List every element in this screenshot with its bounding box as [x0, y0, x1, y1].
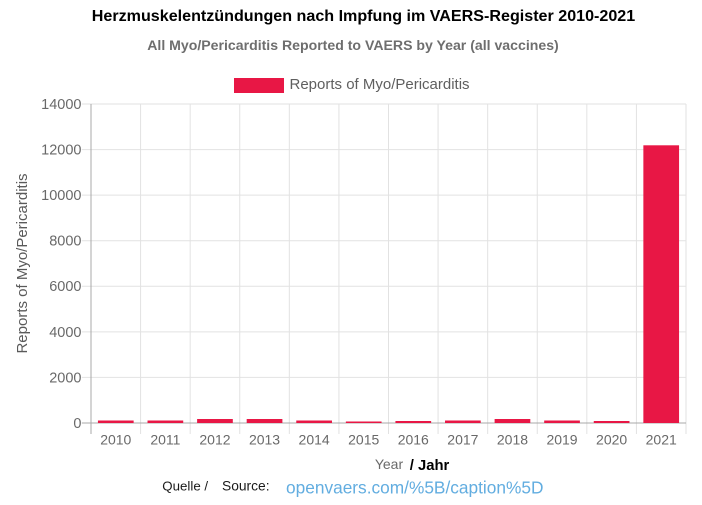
svg-text:Reports of Myo/Pericarditis: Reports of Myo/Pericarditis	[14, 173, 31, 353]
svg-text:2016: 2016	[398, 432, 429, 448]
svg-text:2019: 2019	[546, 432, 577, 448]
svg-text:2012: 2012	[199, 432, 230, 448]
svg-text:2010: 2010	[100, 432, 131, 448]
svg-text:12000: 12000	[41, 143, 81, 159]
svg-text:6000: 6000	[49, 279, 81, 295]
svg-text:Year: Year	[375, 456, 404, 472]
svg-text:Source:: Source:	[222, 479, 270, 494]
svg-text:/ Jahr: / Jahr	[410, 458, 450, 474]
svg-text:14000: 14000	[41, 97, 81, 113]
svg-text:4000: 4000	[49, 325, 81, 341]
svg-text:0: 0	[73, 416, 81, 432]
svg-text:2000: 2000	[49, 370, 81, 386]
svg-text:2013: 2013	[249, 432, 280, 448]
svg-text:openvaers.com/%5B/caption%5D: openvaers.com/%5B/caption%5D	[286, 477, 543, 497]
svg-text:2011: 2011	[150, 432, 180, 448]
svg-text:8000: 8000	[49, 234, 81, 250]
svg-text:2020: 2020	[596, 432, 627, 448]
svg-text:2021: 2021	[646, 432, 677, 448]
svg-text:10000: 10000	[41, 188, 81, 204]
svg-text:2015: 2015	[348, 432, 379, 448]
svg-text:2017: 2017	[447, 432, 478, 448]
svg-text:2018: 2018	[497, 432, 528, 448]
svg-text:Quelle /: Quelle /	[162, 479, 208, 494]
svg-text:2014: 2014	[299, 432, 330, 448]
